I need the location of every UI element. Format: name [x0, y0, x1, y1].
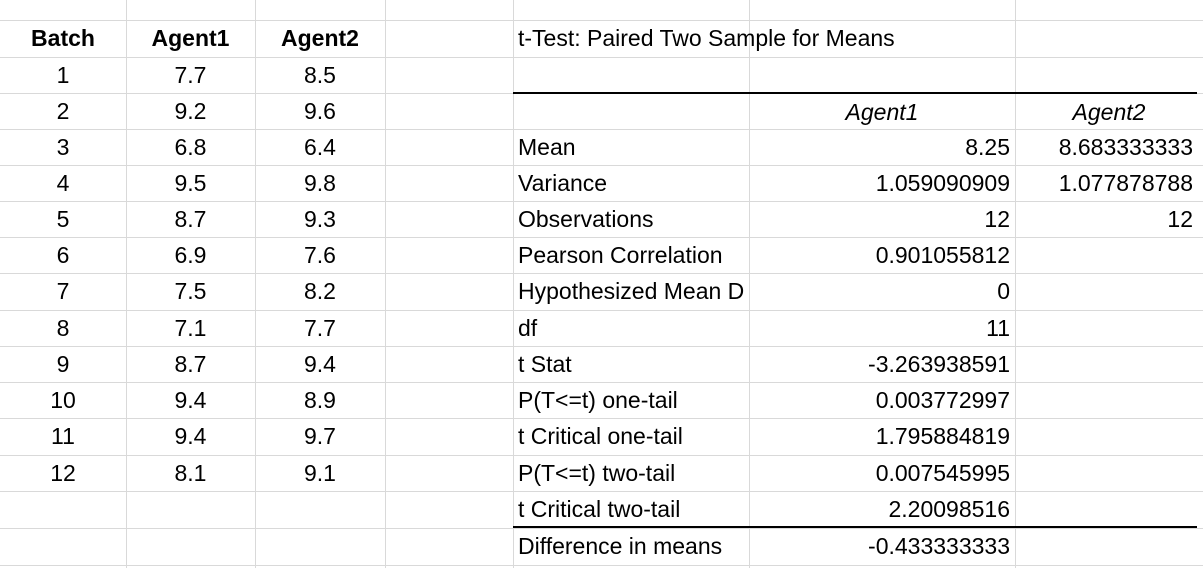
agent2-cell[interactable]: 9.6 [304, 98, 336, 124]
agent2-cell[interactable]: 9.8 [304, 170, 336, 196]
agent1-cell[interactable]: 9.4 [174, 423, 207, 449]
batch-cell[interactable]: 2 [56, 98, 70, 124]
ttest-value-agent1[interactable]: 1.795884819 [875, 423, 1010, 449]
agent2-cell[interactable]: 7.6 [304, 242, 336, 268]
ttest-bottom-border [513, 526, 1197, 528]
gridline [0, 565, 1203, 566]
agent2-cell[interactable]: 8.2 [304, 278, 336, 304]
ttest-value-agent1[interactable]: 0.007545995 [875, 460, 1010, 486]
ttest-value-agent1[interactable]: 0.901055812 [875, 242, 1010, 268]
ttest-row-label[interactable]: P(T<=t) one-tail [518, 387, 678, 413]
ttest-value-agent1[interactable]: 12 [984, 206, 1010, 232]
batch-cell[interactable]: 11 [51, 423, 75, 449]
agent2-cell[interactable]: 7.7 [304, 315, 336, 341]
gridline [0, 528, 1203, 529]
agent2-cell[interactable]: 9.1 [304, 460, 336, 486]
agent2-cell[interactable]: 8.9 [304, 387, 336, 413]
gridline [0, 57, 1203, 58]
gridline [0, 455, 1203, 456]
agent1-cell[interactable]: 6.8 [174, 134, 207, 160]
gridline [0, 310, 1203, 311]
ttest-value-agent1[interactable]: 11 [986, 315, 1010, 341]
agent1-cell[interactable]: 9.2 [174, 98, 207, 124]
gridline [0, 346, 1203, 347]
batch-cell[interactable]: 8 [56, 315, 70, 341]
ttest-row-label[interactable]: Hypothesized Mean D [518, 278, 745, 304]
batch-cell[interactable]: 12 [50, 460, 76, 486]
gridline [0, 382, 1203, 383]
batch-cell[interactable]: 9 [56, 351, 70, 377]
ttest-header-agent1[interactable]: Agent1 [845, 99, 919, 125]
ttest-value-agent2[interactable]: 1.077878788 [1058, 170, 1193, 196]
ttest-row-label[interactable]: t Stat [518, 351, 572, 377]
batch-cell[interactable]: 10 [50, 387, 76, 413]
agent1-cell[interactable]: 9.5 [174, 170, 207, 196]
gridline [0, 418, 1203, 419]
agent1-cell[interactable]: 8.7 [174, 206, 207, 232]
agent1-cell[interactable]: 7.7 [174, 62, 207, 88]
ttest-row-label[interactable]: Pearson Correlation [518, 242, 723, 268]
agent1-cell[interactable]: 9.4 [174, 387, 207, 413]
gridline [0, 491, 1203, 492]
batch-cell[interactable]: 5 [56, 206, 70, 232]
gridline [1015, 0, 1016, 568]
ttest-value-agent1[interactable]: 1.059090909 [875, 170, 1010, 196]
ttest-top-border [513, 92, 1197, 94]
ttest-value-agent2[interactable]: 12 [1167, 206, 1193, 232]
gridline [0, 129, 1203, 130]
header-batch[interactable]: Batch [31, 25, 95, 51]
batch-cell[interactable]: 6 [56, 242, 70, 268]
agent2-cell[interactable]: 6.4 [304, 134, 336, 160]
agent1-cell[interactable]: 7.5 [174, 278, 207, 304]
agent1-cell[interactable]: 6.9 [174, 242, 207, 268]
batch-cell[interactable]: 7 [56, 278, 70, 304]
agent1-cell[interactable]: 8.1 [174, 460, 207, 486]
batch-cell[interactable]: 3 [56, 134, 70, 160]
ttest-value-agent1[interactable]: 0.003772997 [875, 387, 1010, 413]
ttest-row-label[interactable]: Difference in means [518, 533, 723, 559]
ttest-value-agent1[interactable]: -3.263938591 [868, 351, 1010, 377]
gridline [749, 0, 750, 568]
gridline [0, 273, 1203, 274]
ttest-value-agent1[interactable]: -0.433333333 [868, 533, 1010, 559]
ttest-value-agent1[interactable]: 8.25 [965, 134, 1010, 160]
ttest-title[interactable]: t-Test: Paired Two Sample for Means [518, 25, 895, 51]
header-agent1[interactable]: Agent1 [151, 25, 230, 51]
gridline [255, 0, 256, 568]
ttest-row-label[interactable]: P(T<=t) two-tail [518, 460, 676, 486]
ttest-row-label[interactable]: t Critical two-tail [518, 496, 681, 522]
agent2-cell[interactable]: 9.3 [304, 206, 336, 232]
ttest-value-agent2[interactable]: 8.683333333 [1058, 134, 1193, 160]
ttest-row-label[interactable]: t Critical one-tail [518, 423, 683, 449]
ttest-row-label[interactable]: Mean [518, 134, 576, 160]
ttest-row-label[interactable]: df [518, 315, 538, 341]
ttest-value-agent1[interactable]: 2.20098516 [888, 496, 1010, 522]
agent2-cell[interactable]: 9.4 [304, 351, 336, 377]
ttest-header-agent2[interactable]: Agent2 [1072, 99, 1146, 125]
gridline [385, 0, 386, 568]
ttest-row-label[interactable]: Variance [518, 170, 608, 196]
agent2-cell[interactable]: 9.7 [304, 423, 336, 449]
batch-cell[interactable]: 4 [56, 170, 70, 196]
gridline [0, 237, 1203, 238]
gridline [0, 20, 1203, 21]
ttest-row-label[interactable]: Observations [518, 206, 654, 232]
gridline [0, 165, 1203, 166]
batch-cell[interactable]: 1 [56, 62, 70, 88]
ttest-value-agent1[interactable]: 0 [997, 278, 1010, 304]
agent1-cell[interactable]: 7.1 [174, 315, 207, 341]
gridline [513, 0, 514, 568]
header-agent2[interactable]: Agent2 [281, 25, 359, 51]
gridline [126, 0, 127, 568]
agent1-cell[interactable]: 8.7 [174, 351, 207, 377]
gridline [0, 201, 1203, 202]
agent2-cell[interactable]: 8.5 [304, 62, 336, 88]
